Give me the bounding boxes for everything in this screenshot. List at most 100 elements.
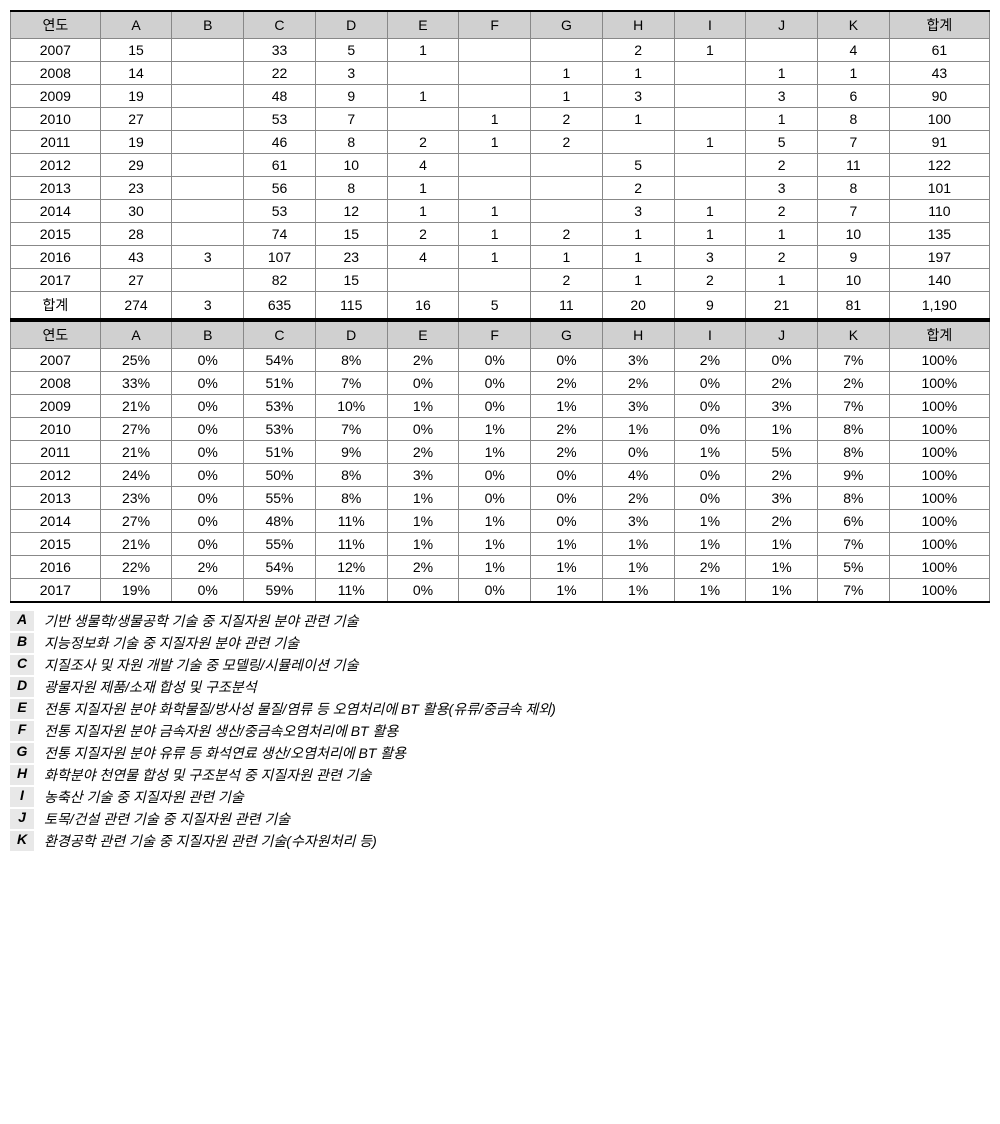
table-cell: 33% [100, 372, 172, 395]
table-cell: 3 [172, 292, 244, 320]
table-cell: 8 [818, 177, 890, 200]
table-cell: 48 [244, 85, 316, 108]
table-row: 201323%0%55%8%1%0%0%2%0%3%8%100% [11, 487, 990, 510]
table-column-header: D [315, 321, 387, 349]
table-cell: 0% [172, 372, 244, 395]
table-cell: 46 [244, 131, 316, 154]
table-row: 200921%0%53%10%1%0%1%3%0%3%7%100% [11, 395, 990, 418]
table-cell: 1% [602, 533, 674, 556]
table-cell: 21 [746, 292, 818, 320]
table-cell: 8% [315, 464, 387, 487]
table-cell [459, 39, 531, 62]
table-cell: 1 [459, 200, 531, 223]
table-cell [531, 200, 603, 223]
table-cell: 2013 [11, 177, 101, 200]
table-cell: 7% [818, 395, 890, 418]
table-column-header: 연도 [11, 321, 101, 349]
table-cell: 0% [172, 349, 244, 372]
table-cell: 100% [889, 579, 989, 603]
table-cell: 합계 [11, 292, 101, 320]
table-cell [172, 108, 244, 131]
table-row: 201622%2%54%12%2%1%1%1%2%1%5%100% [11, 556, 990, 579]
table-cell: 197 [889, 246, 989, 269]
table-cell: 1 [674, 39, 746, 62]
table-cell: 0% [674, 487, 746, 510]
table-cell: 2% [674, 556, 746, 579]
table-cell: 0% [387, 372, 459, 395]
table-cell: 25% [100, 349, 172, 372]
table-cell: 2% [172, 556, 244, 579]
table-cell: 27% [100, 510, 172, 533]
table-cell: 10 [818, 269, 890, 292]
legend-text: 환경공학 관련 기술 중 지질자원 관련 기술(수자원처리 등) [44, 831, 377, 851]
table-cell: 3% [602, 349, 674, 372]
table-row: 2009194891133690 [11, 85, 990, 108]
table-cell: 27 [100, 269, 172, 292]
table-cell: 43 [889, 62, 989, 85]
table-cell: 100% [889, 395, 989, 418]
table-cell: 43 [100, 246, 172, 269]
table-cell: 9% [818, 464, 890, 487]
table-cell [674, 108, 746, 131]
legend-text: 전통 지질자원 분야 금속자원 생산/중금속오염처리에 BT 활용 [44, 721, 398, 741]
table-cell: 1 [459, 246, 531, 269]
table-cell: 14 [100, 62, 172, 85]
table-cell: 100% [889, 487, 989, 510]
table-cell: 2007 [11, 39, 101, 62]
table-column-header: 합계 [889, 321, 989, 349]
table-cell: 91 [889, 131, 989, 154]
table-column-header: G [531, 11, 603, 39]
percent-table: 연도ABCDEFGHIJK합계 200725%0%54%8%2%0%0%3%2%… [10, 320, 990, 603]
table-cell: 15 [315, 269, 387, 292]
table-column-header: A [100, 321, 172, 349]
table-cell: 3 [602, 200, 674, 223]
table-cell [674, 62, 746, 85]
table-cell: 2% [602, 372, 674, 395]
table-cell: 2008 [11, 372, 101, 395]
table-cell [602, 131, 674, 154]
table-cell: 15 [315, 223, 387, 246]
table-column-header: K [818, 321, 890, 349]
table-cell [674, 85, 746, 108]
table-cell: 6% [818, 510, 890, 533]
table-cell: 1% [387, 395, 459, 418]
table-cell: 19% [100, 579, 172, 603]
table-cell: 3 [315, 62, 387, 85]
table-cell: 2015 [11, 223, 101, 246]
table-cell: 55% [244, 533, 316, 556]
table-cell: 1% [602, 556, 674, 579]
table-cell: 21% [100, 533, 172, 556]
table-cell: 0% [172, 510, 244, 533]
table-cell: 0% [172, 418, 244, 441]
table-cell: 100% [889, 441, 989, 464]
table-cell: 27% [100, 418, 172, 441]
table-cell: 3% [602, 395, 674, 418]
legend-row: A기반 생물학/생물공학 기술 중 지질자원 분야 관련 기술 [10, 611, 990, 631]
table-cell: 22% [100, 556, 172, 579]
table-cell: 0% [531, 464, 603, 487]
table-cell: 9% [315, 441, 387, 464]
table-cell: 53 [244, 108, 316, 131]
table-cell: 2 [746, 154, 818, 177]
table-cell: 0% [459, 395, 531, 418]
legend-key: A [10, 611, 34, 631]
table-row: 2014305312113127110 [11, 200, 990, 223]
table-cell: 1 [531, 246, 603, 269]
legend-text: 지질조사 및 자원 개발 기술 중 모델링/시뮬레이션 기술 [44, 655, 358, 675]
table-cell: 122 [889, 154, 989, 177]
table-column-header: 합계 [889, 11, 989, 39]
table-cell: 100% [889, 464, 989, 487]
table-column-header: G [531, 321, 603, 349]
table-cell: 2009 [11, 85, 101, 108]
table-cell: 61 [244, 154, 316, 177]
table-cell: 5% [746, 441, 818, 464]
table-cell: 1% [531, 579, 603, 603]
table-cell: 12% [315, 556, 387, 579]
table-cell: 2% [746, 372, 818, 395]
table-column-header: J [746, 321, 818, 349]
table-cell: 0% [387, 418, 459, 441]
table-cell [172, 177, 244, 200]
table-cell: 4% [602, 464, 674, 487]
table-cell: 2 [531, 108, 603, 131]
table-cell: 1 [746, 269, 818, 292]
